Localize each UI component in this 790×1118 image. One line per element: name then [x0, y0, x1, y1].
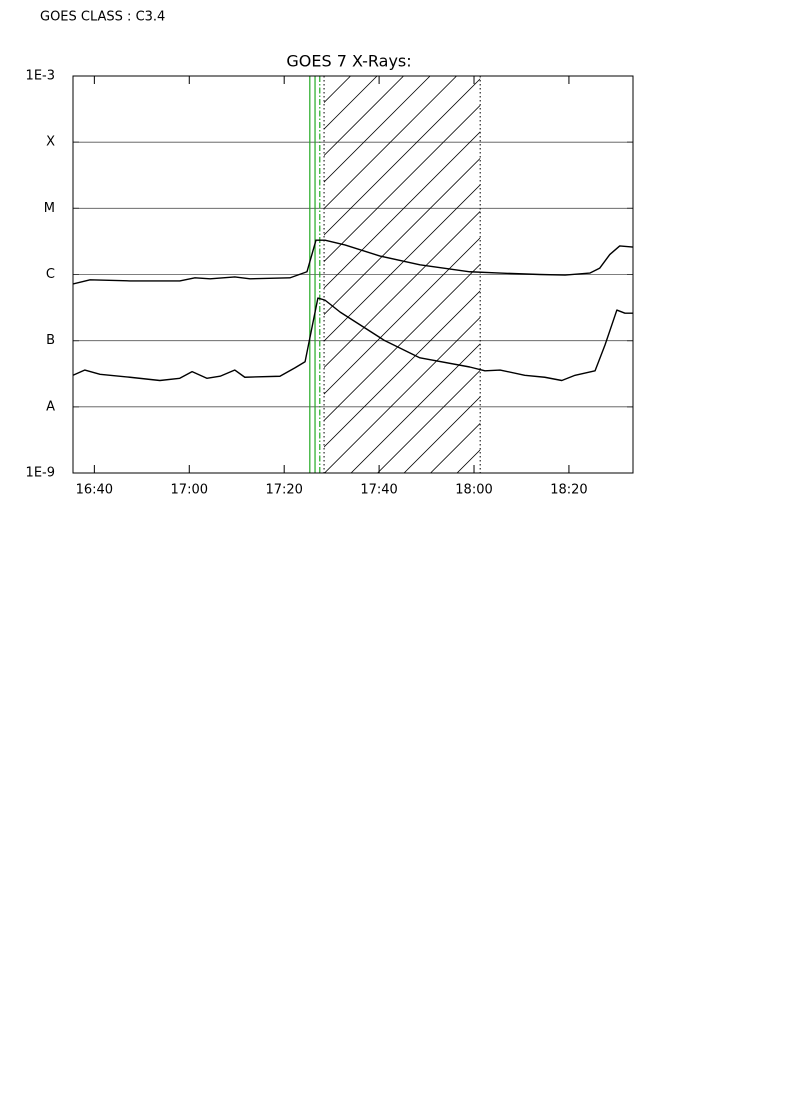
hatch-line [324, 316, 481, 473]
x-tick-label: 17:20 [265, 483, 302, 498]
flux-line [73, 297, 633, 382]
y-tick-label: X [46, 135, 55, 150]
hatch-line [324, 263, 481, 422]
hatch-line [324, 78, 481, 236]
hatch [324, 76, 481, 473]
hatch-line [350, 343, 481, 473]
x-tick-label: 16:40 [76, 483, 113, 498]
hatch-line [324, 157, 481, 316]
y-tick-label: C [46, 267, 55, 282]
x-tick-label: 17:00 [171, 483, 208, 498]
hatch-line [324, 131, 481, 289]
goes-class: GOES CLASS : C3.4 [40, 10, 165, 25]
flux-line [73, 239, 633, 285]
hatch-region [324, 76, 481, 473]
x-tick-label: 18:20 [550, 483, 587, 498]
hatch-line [324, 76, 457, 210]
y-tick-label: 1E-9 [26, 466, 55, 481]
hatch-line [324, 210, 481, 369]
plot-frame [72, 75, 634, 474]
y-tick-label: A [46, 399, 55, 414]
x-tick-label: 18:00 [455, 483, 492, 498]
y-tick-label: B [46, 333, 55, 348]
hatch-line [324, 290, 481, 448]
hatch-line [377, 369, 481, 473]
hatch-line [403, 396, 481, 473]
hatch-line [324, 104, 481, 263]
y-tick-label: 1E-3 [26, 69, 55, 84]
y-tick-label: M [44, 201, 55, 216]
hatch-line [324, 76, 431, 183]
hatch-line [324, 76, 404, 157]
chart-title: GOES 7 X-Rays: [286, 52, 411, 71]
x-tick-label: 17:40 [360, 483, 397, 498]
hatch-line [324, 237, 481, 395]
hatch-line [324, 184, 481, 342]
